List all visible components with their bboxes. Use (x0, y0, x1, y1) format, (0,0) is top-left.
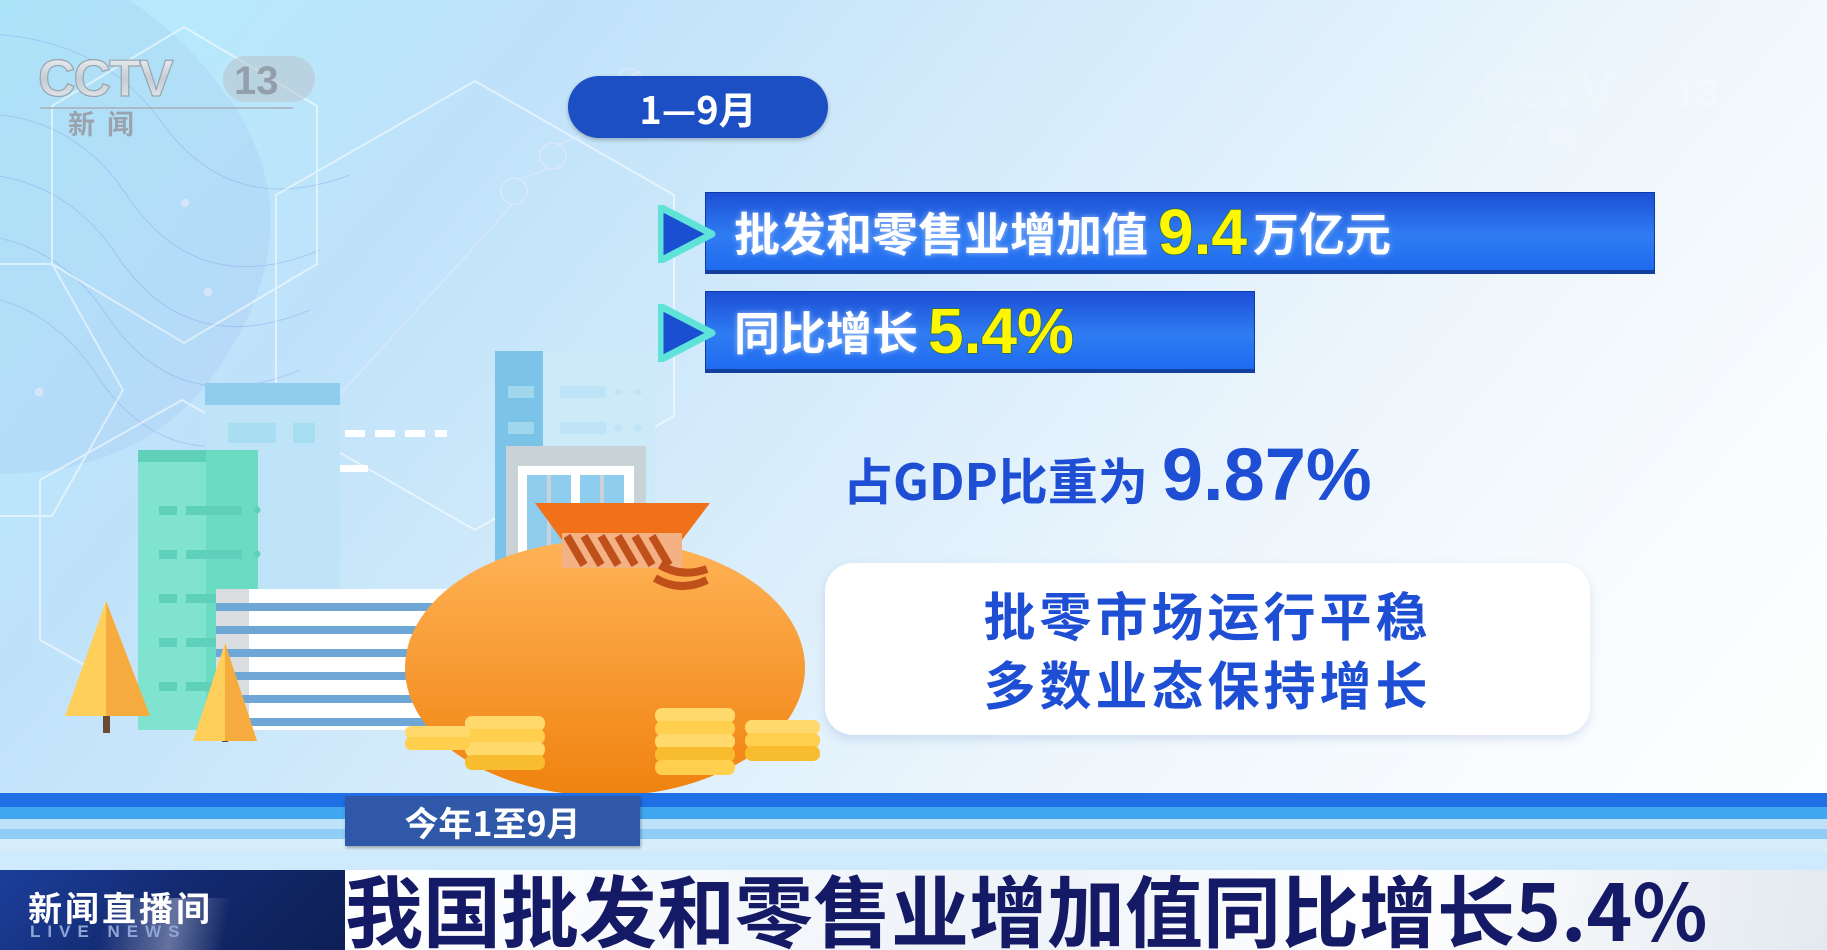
svg-text:CCTV: CCTV (38, 50, 174, 108)
svg-text:新闻: 新闻 (68, 103, 146, 138)
svg-text:新闻: 新闻 (1508, 115, 1586, 150)
svg-text:13: 13 (1674, 71, 1719, 115)
svg-text:13: 13 (234, 59, 279, 103)
svg-text:CCTV: CCTV (1478, 62, 1614, 120)
